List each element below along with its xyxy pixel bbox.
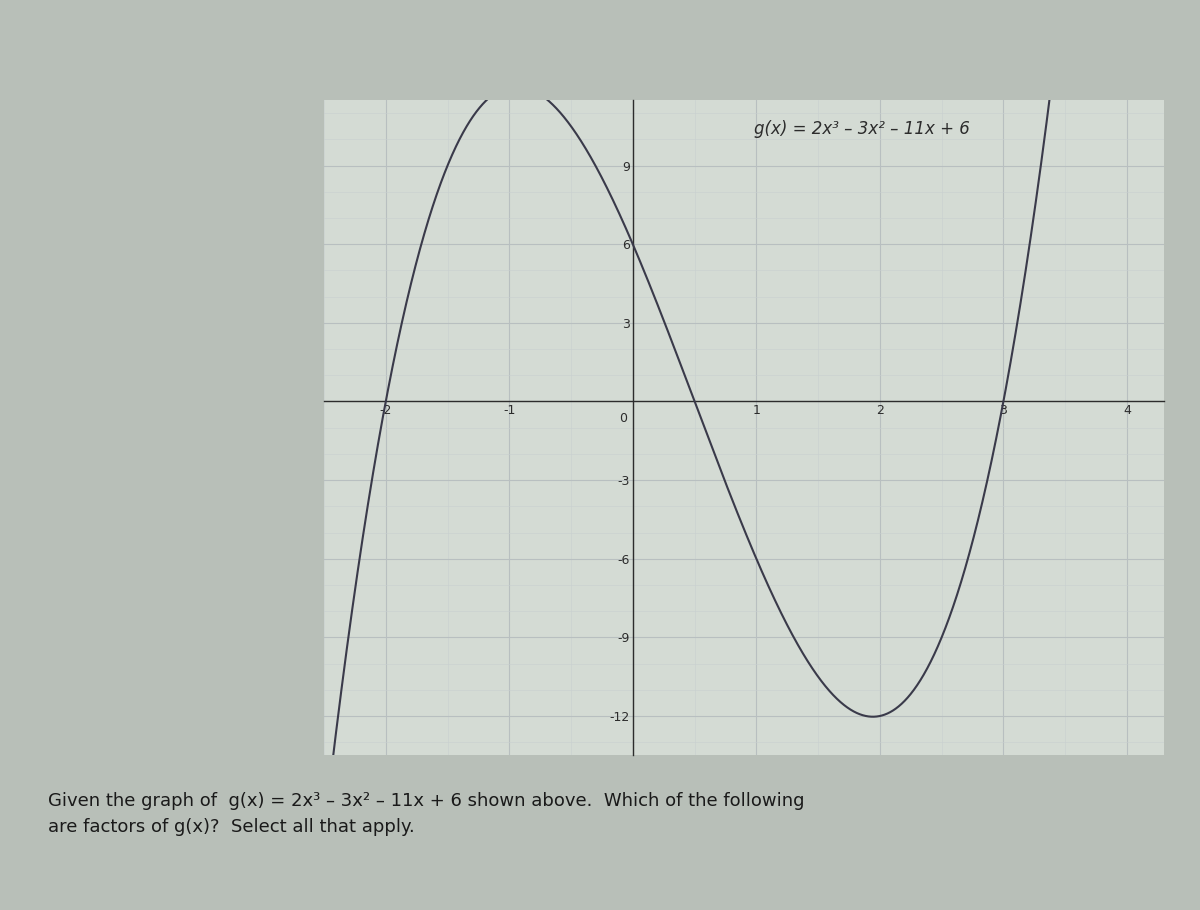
Text: 0: 0 [619, 412, 626, 425]
Text: Given the graph of  g(x) = 2x³ – 3x² – 11x + 6 shown above.  Which of the follow: Given the graph of g(x) = 2x³ – 3x² – 11… [48, 792, 804, 836]
Text: g(x) = 2x³ – 3x² – 11x + 6: g(x) = 2x³ – 3x² – 11x + 6 [754, 120, 970, 137]
